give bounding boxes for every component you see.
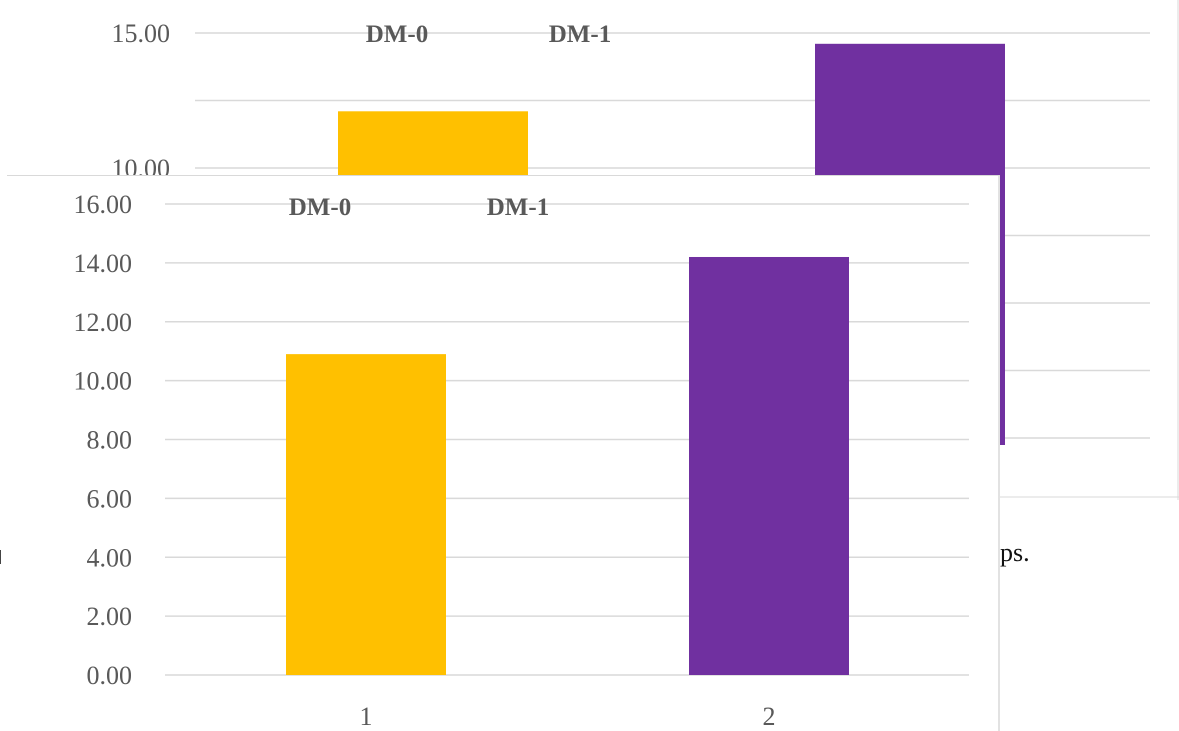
- left-edge-mark: [0, 550, 1, 564]
- y-tick-label: 0.00: [87, 661, 133, 690]
- legend-label: DM-0: [289, 194, 351, 221]
- y-tick-label: 8.00: [87, 426, 133, 455]
- legend-label: DM-1: [487, 194, 549, 221]
- partial-caption-text: ps.: [1000, 538, 1030, 567]
- y-tick-label: 12.00: [74, 308, 133, 337]
- y-tick-label: 6.00: [87, 484, 133, 513]
- y-tick-label: 4.00: [87, 543, 133, 572]
- x-tick-label: 1: [360, 702, 373, 731]
- foreground-chart-svg: 0.00 2.00 4.00 6.00 8.00 10.00 12.00 14.00 16.00…: [7, 175, 1000, 731]
- background-legend-label: DM-1: [549, 21, 611, 48]
- y-tick-label: 14.00: [74, 249, 133, 278]
- background-y-tick-label: 15.00: [112, 19, 171, 48]
- bar-1: [286, 354, 446, 675]
- x-tick-label: 2: [763, 702, 776, 731]
- y-tick-label: 10.00: [74, 367, 133, 396]
- background-legend-label: DM-0: [366, 21, 428, 48]
- bar-2: [689, 256, 849, 675]
- y-tick-label: 16.00: [74, 190, 133, 219]
- y-tick-label: 2.00: [87, 602, 133, 631]
- foreground-chart-panel: 0.00 2.00 4.00 6.00 8.00 10.00 12.00 14.00 16.00…: [7, 175, 1000, 731]
